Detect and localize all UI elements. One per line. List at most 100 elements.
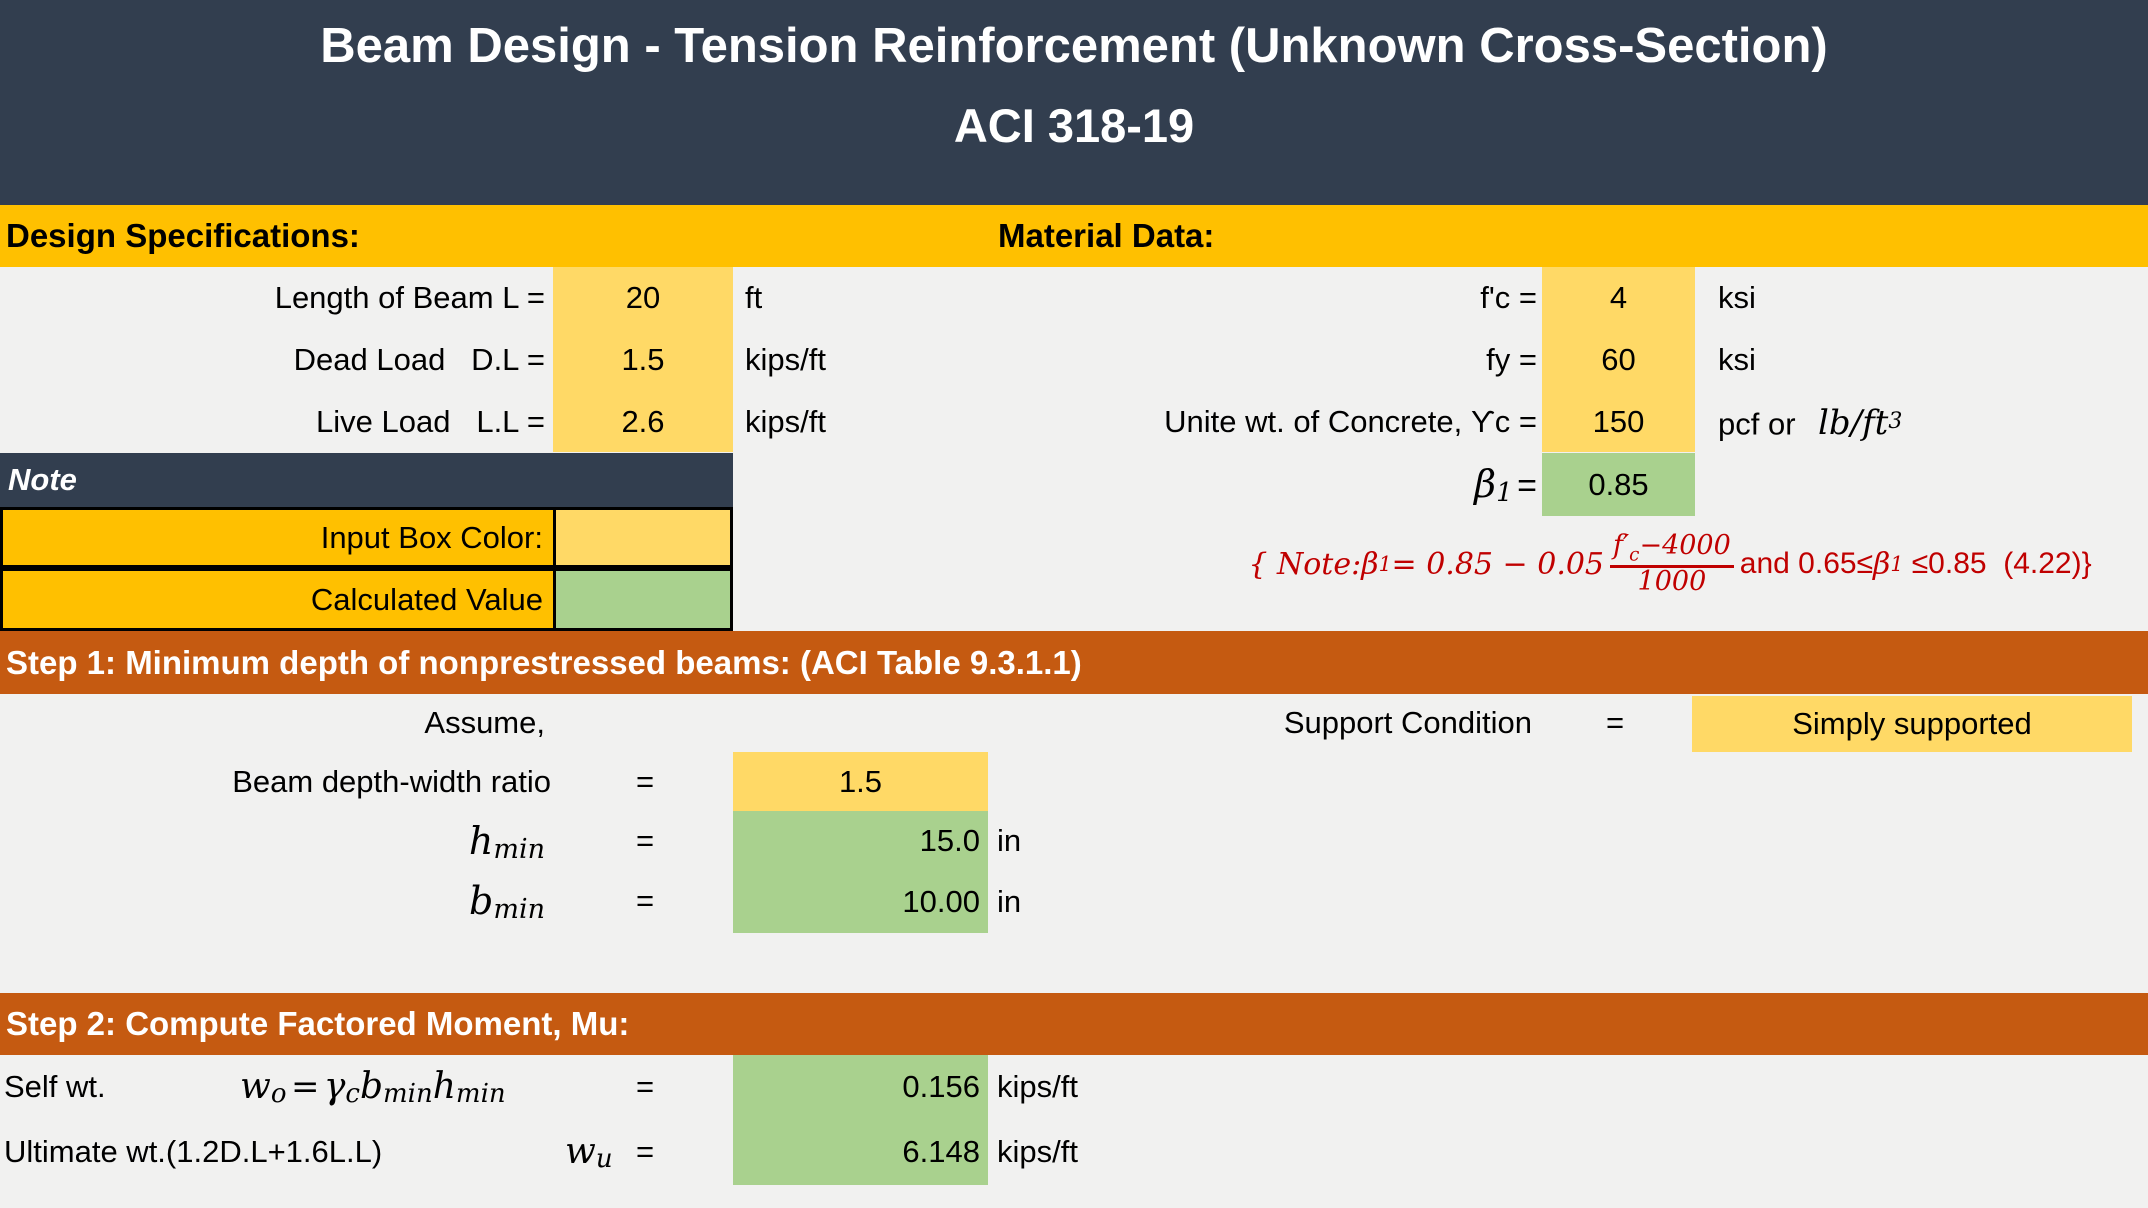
fc-label: f'c = <box>1480 280 1537 315</box>
wu-symbol: w <box>565 1131 596 1172</box>
title-banner: Beam Design - Tension Reinforcement (Unk… <box>0 0 2148 205</box>
beta1-equals: = <box>1517 467 1537 505</box>
b-symbol: b <box>359 1066 384 1107</box>
beta1-note-formula: { Note: β 1 = 0.85 − 0.05 f′c−4000 1000 and 0… <box>1180 516 2148 612</box>
self-formula-equals: = <box>290 1067 320 1107</box>
live-load-label: Live Load L.L = <box>316 404 545 439</box>
hmin-unit: in <box>997 823 1022 858</box>
calculated-value-label: Calculated Value <box>3 571 553 628</box>
length-of-beam-label: Length of Beam L = <box>274 280 545 315</box>
beta-note-denominator: 1000 <box>1637 565 1707 597</box>
beta-note-beta2: β <box>1873 546 1891 582</box>
length-of-beam-input[interactable]: 20 <box>553 267 733 329</box>
hmin-label: hmin <box>0 811 545 880</box>
beta1-symbol-sub: 1 <box>1496 478 1513 509</box>
beta1-symbol: β <box>1474 462 1497 506</box>
live-load-input[interactable]: 2.6 <box>553 391 733 452</box>
section-header-band: Design Specifications: Material Data: <box>0 205 2148 267</box>
wu-symbol-group: wu <box>565 1119 613 1192</box>
dead-load-input[interactable]: 1.5 <box>553 329 733 391</box>
beta-note-beta: β <box>1361 546 1379 582</box>
ultimate-wt-label: Ultimate wt.(1.2D.L+1.6L.L) <box>4 1134 383 1169</box>
bmin-symbol-sub: min <box>493 894 545 926</box>
page-subtitle: ACI 318-19 <box>953 99 1195 152</box>
unit-weight-input[interactable]: 150 <box>1542 391 1695 452</box>
hmin-value: 15.0 <box>733 811 988 871</box>
assume-label: Assume, <box>424 705 545 740</box>
note-banner: Note <box>0 453 733 507</box>
wo-symbol: w <box>240 1066 271 1107</box>
beta1-label: β1 = <box>1200 453 1537 525</box>
live-load-unit: kips/ft <box>745 404 826 439</box>
beta-note-fraction: f′c−4000 1000 <box>1610 530 1734 597</box>
b-symbol-sub: min <box>383 1079 433 1110</box>
self-wt-formula: wo = γcbminhmin <box>240 1055 506 1126</box>
bmin-unit: in <box>997 884 1022 919</box>
gamma-symbol: γ <box>323 1066 346 1107</box>
unit-weight-unit-text: pcf or <box>1718 406 1796 442</box>
bmin-equals: = <box>635 883 655 918</box>
self-wt-equals: = <box>635 1069 655 1104</box>
fy-input[interactable]: 60 <box>1542 329 1695 391</box>
input-box-color-label: Input Box Color: <box>3 510 553 565</box>
beta-note-beta2-sub: 1 <box>1890 552 1904 576</box>
support-condition-equals: = <box>1605 705 1625 740</box>
h-symbol-sub: min <box>455 1079 506 1110</box>
ultimate-wt-equals: = <box>635 1134 655 1169</box>
self-wt-label: Self wt. <box>4 1069 106 1104</box>
step2-banner: Step 2: Compute Factored Moment, Mu: <box>0 993 2148 1055</box>
fy-label: fy = <box>1486 342 1537 377</box>
wu-symbol-sub: u <box>595 1144 613 1175</box>
depth-width-ratio-equals: = <box>635 764 655 799</box>
ultimate-wt-unit: kips/ft <box>997 1134 1078 1169</box>
unit-weight-unit-math: lb/ft <box>1817 403 1889 444</box>
beta-note-num-f: f′ <box>1613 530 1630 561</box>
h-symbol: h <box>432 1066 456 1107</box>
input-box-color-row: Input Box Color: <box>0 507 733 568</box>
bmin-symbol: b <box>469 879 494 923</box>
page-title: Beam Design - Tension Reinforcement (Unk… <box>320 19 1828 73</box>
wo-symbol-sub: o <box>270 1079 287 1110</box>
hmin-symbol: h <box>468 819 494 863</box>
self-wt-unit: kips/ft <box>997 1069 1078 1104</box>
input-box-color-swatch <box>553 510 730 565</box>
bmin-value: 10.00 <box>733 871 988 933</box>
depth-width-ratio-label: Beam depth-width ratio <box>232 764 551 799</box>
beta-note-num-sub: c <box>1629 544 1640 566</box>
fc-input[interactable]: 4 <box>1542 267 1695 329</box>
beta-note-prefix: { Note: <box>1248 546 1362 582</box>
fy-unit: ksi <box>1718 342 1756 377</box>
hmin-symbol-sub: min <box>493 834 545 866</box>
beta-note-tail: ≤0.85 (4.22)} <box>1903 547 2092 580</box>
length-of-beam-unit: ft <box>745 280 763 315</box>
step1-banner: Step 1: Minimum depth of nonprestressed … <box>0 631 2148 694</box>
step1-banner-title: Step 1: Minimum depth of nonprestressed … <box>6 644 1082 681</box>
beta-note-num-tail: −4000 <box>1639 530 1731 561</box>
bmin-label: bmin <box>0 871 545 940</box>
support-condition-label: Support Condition <box>1283 705 1532 740</box>
note-banner-title: Note <box>8 462 77 497</box>
dead-load-unit: kips/ft <box>745 342 826 377</box>
design-specs-header: Design Specifications: <box>6 217 360 254</box>
beta-note-and: and 0.65≤ <box>1739 547 1874 580</box>
fc-unit: ksi <box>1718 280 1756 315</box>
ultimate-wt-value: 6.148 <box>733 1119 988 1185</box>
unit-weight-unit-sup: 3 <box>1888 409 1903 434</box>
unit-weight-unit: pcf or lb/ft3 <box>1718 391 1902 460</box>
calculated-value-swatch <box>553 571 730 628</box>
dead-load-label: Dead Load D.L = <box>293 342 545 377</box>
calculated-value-row: Calculated Value <box>0 568 733 631</box>
self-wt-value: 0.156 <box>733 1055 988 1119</box>
depth-width-ratio-input[interactable]: 1.5 <box>733 752 988 811</box>
material-data-header: Material Data: <box>998 217 1215 254</box>
beta-note-numerator: f′c−4000 <box>1610 530 1734 568</box>
beta1-value: 0.85 <box>1542 453 1695 516</box>
unit-weight-label: Unite wt. of Concrete, ϒc = <box>1164 404 1537 439</box>
support-condition-input[interactable]: Simply supported <box>1692 696 2132 752</box>
beta-note-body: = 0.85 − 0.05 <box>1391 546 1605 582</box>
gamma-symbol-sub: c <box>345 1079 360 1110</box>
beta-note-beta-sub: 1 <box>1378 552 1392 576</box>
hmin-equals: = <box>635 823 655 858</box>
step2-banner-title: Step 2: Compute Factored Moment, Mu: <box>6 1005 630 1042</box>
